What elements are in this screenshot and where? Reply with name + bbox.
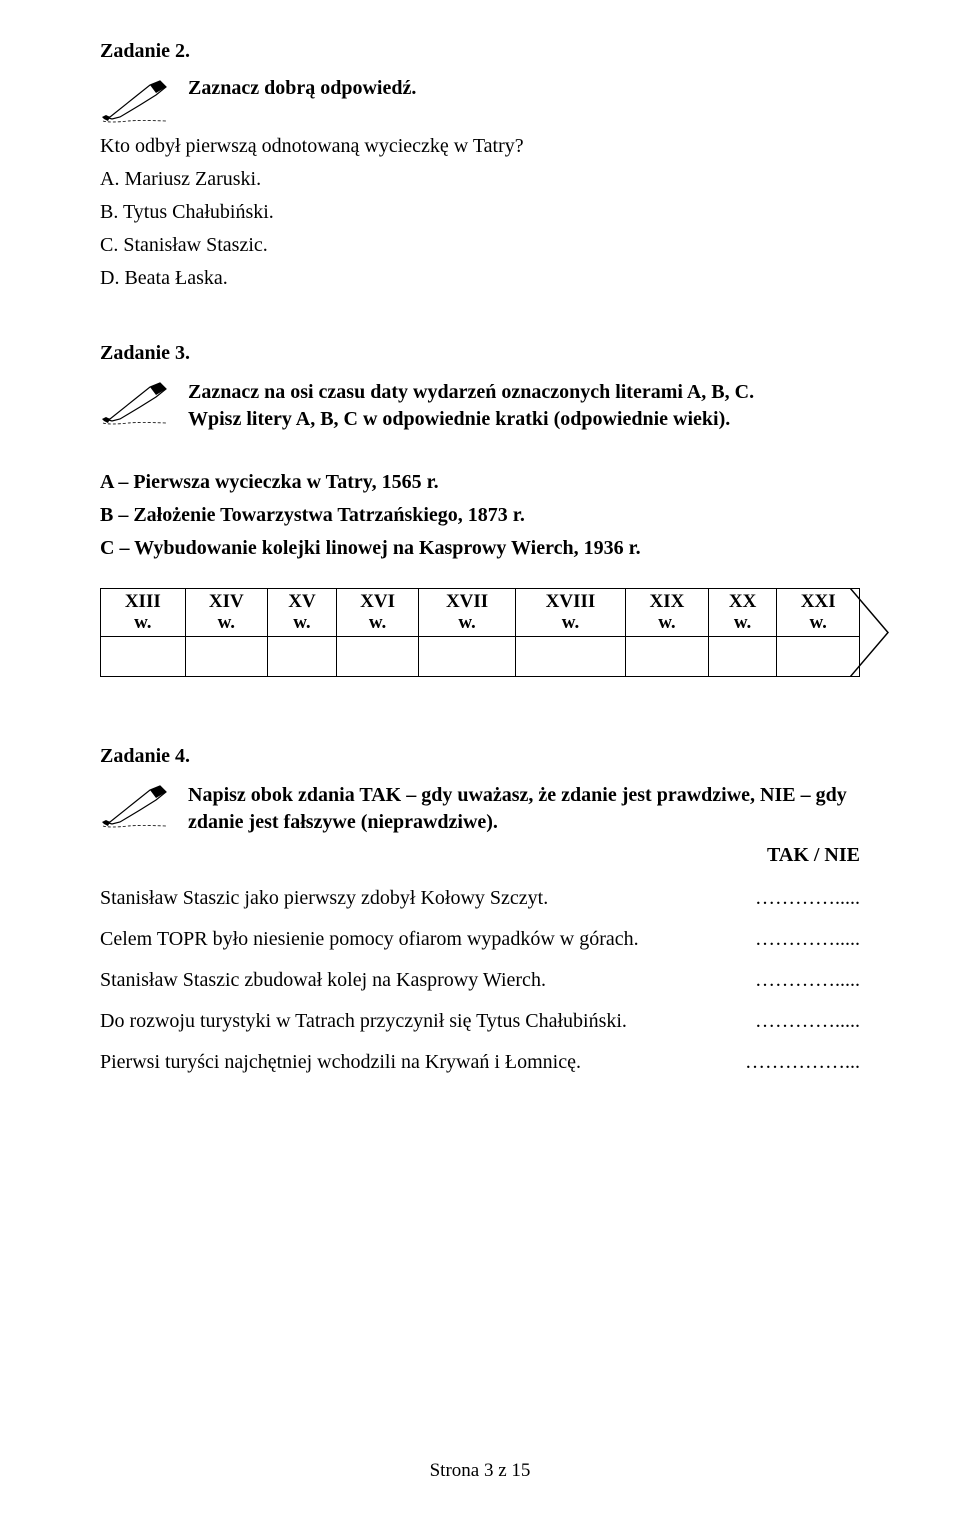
statement-text: Pierwsi turyści najchętniej wchodzili na…	[100, 1049, 745, 1076]
task-3-prompt-line1: Zaznacz na osi czasu daty wydarzeń oznac…	[188, 379, 754, 406]
task-2-title: Zadanie 2.	[100, 40, 860, 63]
pencil-icon	[100, 77, 170, 125]
task-3-prompt: Zaznacz na osi czasu daty wydarzeń oznac…	[188, 379, 754, 433]
timeline-header-cell: XIXw.	[626, 589, 709, 637]
task-3-event-c: C – Wybudowanie kolejki linowej na Kaspr…	[100, 535, 860, 562]
statement-text: Do rozwoju turystyki w Tatrach przyczyni…	[100, 1008, 755, 1035]
timeline-header-cell: XIVw.	[185, 589, 268, 637]
timeline-header-cell: XVIIIw.	[515, 589, 625, 637]
answer-blank[interactable]: ………….....	[755, 1008, 860, 1035]
statement-text: Celem TOPR było niesienie pomocy ofiarom…	[100, 926, 755, 953]
pencil-icon	[100, 782, 170, 830]
statement-row: Pierwsi turyści najchętniej wchodzili na…	[100, 1049, 860, 1076]
timeline-header-row: XIIIw. XIVw. XVw. XVIw. XVIIw. XVIIIw. X…	[101, 589, 860, 637]
task-3: Zadanie 3. Zaznacz na osi czasu daty wyd…	[100, 342, 860, 677]
timeline-answer-cell[interactable]	[268, 637, 337, 677]
task-2-option-c[interactable]: C. Stanisław Staszic.	[100, 232, 860, 259]
timeline-answer-cell[interactable]	[185, 637, 268, 677]
timeline-answer-cell[interactable]	[626, 637, 709, 677]
task-4-prompt: Napisz obok zdania TAK – gdy uważasz, że…	[188, 782, 860, 836]
statement-row: Do rozwoju turystyki w Tatrach przyczyni…	[100, 1008, 860, 1035]
timeline: XIIIw. XIVw. XVw. XVIw. XVIIw. XVIIIw. X…	[100, 588, 860, 677]
task-2-option-d[interactable]: D. Beata Łaska.	[100, 265, 860, 292]
statement-text: Stanisław Staszic jako pierwszy zdobył K…	[100, 885, 755, 912]
timeline-answer-cell[interactable]	[777, 637, 860, 677]
timeline-answer-cell[interactable]	[515, 637, 625, 677]
task-4: Zadanie 4. Napisz obok zdania TAK – gdy …	[100, 745, 860, 1076]
statement-row: Stanisław Staszic zbudował kolej na Kasp…	[100, 967, 860, 994]
pencil-icon	[100, 379, 170, 427]
task-2-question: Kto odbył pierwszą odnotowaną wycieczkę …	[100, 133, 860, 160]
timeline-header-cell: XIIIw.	[101, 589, 186, 637]
task-3-title: Zadanie 3.	[100, 342, 860, 365]
task-4-prompt-row: Napisz obok zdania TAK – gdy uważasz, że…	[100, 782, 860, 836]
timeline-header-cell: XVIw.	[336, 589, 419, 637]
timeline-answer-cell[interactable]	[419, 637, 515, 677]
answer-blank[interactable]: ………….....	[755, 885, 860, 912]
task-3-prompt-row: Zaznacz na osi czasu daty wydarzeń oznac…	[100, 379, 860, 433]
statement-row: Stanisław Staszic jako pierwszy zdobył K…	[100, 885, 860, 912]
task-2-option-a[interactable]: A. Mariusz Zaruski.	[100, 166, 860, 193]
statement-text: Stanisław Staszic zbudował kolej na Kasp…	[100, 967, 755, 994]
statement-row: Celem TOPR było niesienie pomocy ofiarom…	[100, 926, 860, 953]
task-2-options: A. Mariusz Zaruski. B. Tytus Chałubiński…	[100, 166, 860, 292]
answer-blank[interactable]: ……………...	[745, 1049, 860, 1076]
answer-blank[interactable]: ………….....	[755, 967, 860, 994]
page-footer: Strona 3 z 15	[0, 1460, 960, 1482]
answer-blank[interactable]: ………….....	[755, 926, 860, 953]
timeline-header-cell: XXw.	[708, 589, 777, 637]
task-3-prompt-line2: Wpisz litery A, B, C w odpowiednie kratk…	[188, 406, 754, 433]
timeline-header-cell: XXIw.	[777, 589, 860, 637]
task-4-title: Zadanie 4.	[100, 745, 860, 768]
tak-nie-header: TAK / NIE	[100, 844, 860, 867]
timeline-answer-row	[101, 637, 860, 677]
timeline-header-cell: XVw.	[268, 589, 337, 637]
timeline-arrowhead-icon	[850, 588, 890, 677]
task-2-prompt: Zaznacz dobrą odpowiedź.	[188, 77, 416, 100]
timeline-answer-cell[interactable]	[101, 637, 186, 677]
task-2: Zadanie 2. Zaznacz dobrą odpowiedź. Kto …	[100, 40, 860, 292]
timeline-table: XIIIw. XIVw. XVw. XVIw. XVIIw. XVIIIw. X…	[100, 588, 860, 677]
task-3-event-a: A – Pierwsza wycieczka w Tatry, 1565 r.	[100, 469, 860, 496]
task-3-event-b: B – Założenie Towarzystwa Tatrzańskiego,…	[100, 502, 860, 529]
timeline-answer-cell[interactable]	[708, 637, 777, 677]
task-2-option-b[interactable]: B. Tytus Chałubiński.	[100, 199, 860, 226]
timeline-answer-cell[interactable]	[336, 637, 419, 677]
timeline-header-cell: XVIIw.	[419, 589, 515, 637]
task-2-prompt-row: Zaznacz dobrą odpowiedź.	[100, 77, 860, 125]
